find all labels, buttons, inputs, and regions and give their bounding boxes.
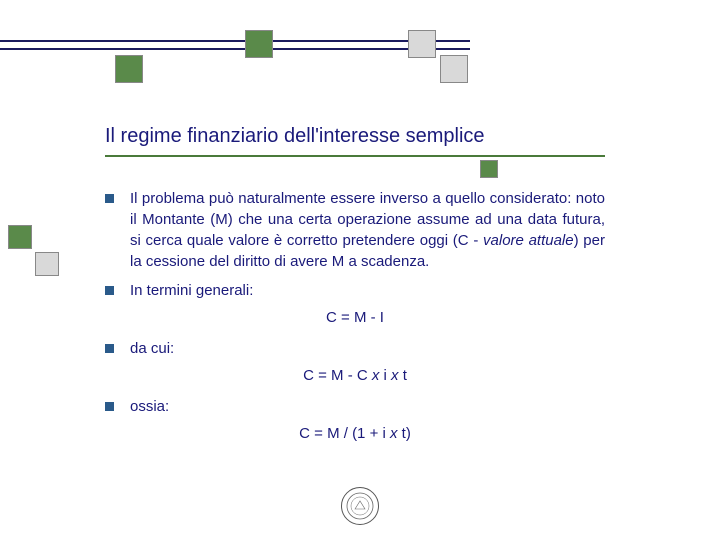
bullet-text: In termini generali: (130, 280, 605, 301)
slide-title: Il regime finanziario dell'interesse sem… (105, 125, 485, 148)
bullet-text: ossia: (130, 396, 605, 417)
university-seal-icon (341, 487, 379, 525)
deco-square (440, 55, 468, 83)
bullet-text: da cui: (130, 338, 605, 359)
bullet-icon (105, 344, 114, 353)
deco-square (115, 55, 143, 83)
deco-square (408, 30, 436, 58)
list-item: In termini generali: (105, 280, 605, 301)
header-line (0, 40, 470, 42)
bullet-icon (105, 194, 114, 203)
deco-square (8, 225, 32, 249)
header-line (0, 48, 470, 50)
formula: C = M - C x i x t (105, 367, 605, 384)
list-item: da cui: (105, 338, 605, 359)
deco-square (245, 30, 273, 58)
deco-square (480, 160, 498, 178)
slide-content: Il problema può naturalmente essere inve… (105, 188, 605, 454)
formula: C = M / (1 + i x t) (105, 425, 605, 442)
bullet-icon (105, 286, 114, 295)
bullet-text: Il problema può naturalmente essere inve… (130, 188, 605, 272)
list-item: ossia: (105, 396, 605, 417)
formula: C = M - I (105, 309, 605, 326)
header-decoration (0, 0, 720, 100)
bullet-icon (105, 402, 114, 411)
deco-square (35, 252, 59, 276)
title-underline (105, 155, 605, 157)
list-item: Il problema può naturalmente essere inve… (105, 188, 605, 272)
